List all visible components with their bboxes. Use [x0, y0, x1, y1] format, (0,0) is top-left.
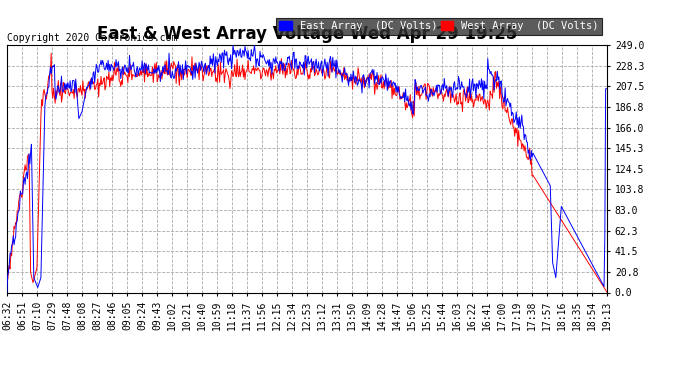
Legend: East Array  (DC Volts), West Array  (DC Volts): East Array (DC Volts), West Array (DC Vo…	[276, 18, 602, 34]
Text: Copyright 2020 Cartronics.com: Copyright 2020 Cartronics.com	[7, 33, 177, 42]
Title: East & West Array Voltage Wed Apr 29 19:25: East & West Array Voltage Wed Apr 29 19:…	[97, 26, 518, 44]
